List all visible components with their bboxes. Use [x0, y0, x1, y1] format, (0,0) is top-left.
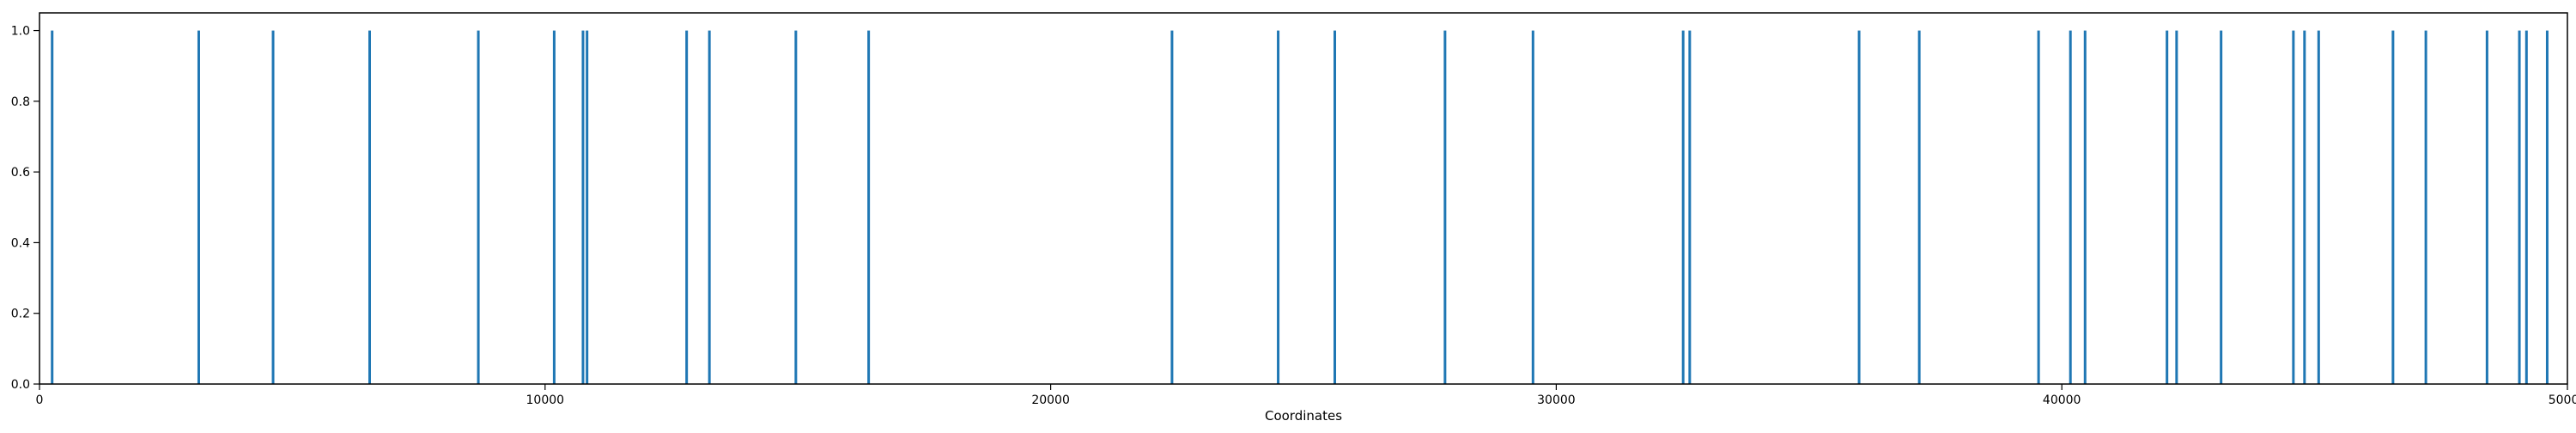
bar	[2037, 30, 2040, 384]
bar	[2292, 30, 2295, 384]
bar	[2524, 30, 2528, 384]
bar	[794, 30, 798, 384]
x-tick-label: 0	[36, 393, 44, 407]
x-tick-label: 10000	[526, 393, 565, 407]
bar	[2518, 30, 2521, 384]
bar	[1531, 30, 1534, 384]
bar	[867, 30, 871, 384]
bar	[2303, 30, 2306, 384]
bar	[271, 30, 275, 384]
bar	[2166, 30, 2169, 384]
bar	[1688, 30, 1692, 384]
y-tick-label: 0.0	[11, 378, 30, 392]
y-tick-label: 0.6	[11, 166, 30, 180]
x-axis: 0 10000 20000 30000 40000 50000	[36, 384, 2576, 407]
bar	[197, 30, 200, 384]
bar	[1917, 30, 1921, 384]
bar	[477, 30, 480, 384]
bar	[685, 30, 689, 384]
bar	[2391, 30, 2395, 384]
bar	[552, 30, 556, 384]
bar	[2545, 30, 2549, 384]
bar	[1277, 30, 1280, 384]
y-tick-label: 1.0	[11, 25, 30, 39]
bar	[708, 30, 711, 384]
y-tick-label: 0.4	[11, 236, 30, 250]
bar	[1170, 30, 1174, 384]
y-tick-label: 0.8	[11, 95, 30, 109]
bar	[2175, 30, 2178, 384]
x-tick-label: 30000	[1537, 393, 1576, 407]
y-axis: 0.0 0.2 0.4 0.6 0.8 1.0	[11, 25, 39, 392]
plot-frame	[39, 12, 2568, 385]
bar	[2083, 30, 2087, 384]
bar	[1334, 30, 1337, 384]
bar	[2424, 30, 2427, 384]
bars-group	[51, 30, 2549, 384]
bar	[368, 30, 371, 384]
y-tick-label: 0.2	[11, 308, 30, 321]
bar	[586, 30, 589, 384]
bar	[1857, 30, 1861, 384]
bar	[51, 30, 54, 384]
bar	[2220, 30, 2223, 384]
x-axis-label: Coordinates	[1265, 408, 1342, 424]
bar	[581, 30, 585, 384]
bar	[1443, 30, 1447, 384]
x-tick-label: 50000	[2549, 393, 2576, 407]
bar	[2069, 30, 2072, 384]
bar	[1681, 30, 1685, 384]
bar	[2317, 30, 2320, 384]
bar	[2485, 30, 2488, 384]
x-tick-label: 20000	[1031, 393, 1070, 407]
x-tick-label: 40000	[2043, 393, 2081, 407]
